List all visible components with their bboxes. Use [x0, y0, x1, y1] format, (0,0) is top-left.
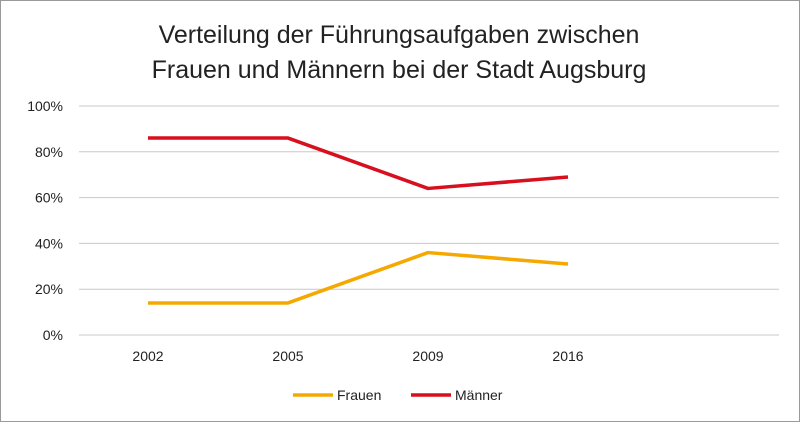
x-tick-label: 2009	[412, 348, 443, 364]
y-axis-ticks: 0% 20% 40% 60% 80% 100%	[27, 98, 63, 343]
x-tick-label: 2016	[552, 348, 583, 364]
y-tick-label: 40%	[35, 235, 63, 251]
x-axis-ticks: 2002 2005 2009 2016	[132, 348, 583, 364]
legend-label: Männer	[455, 387, 503, 403]
chart-title-line-2: Frauen und Männern bei der Stadt Augsbur…	[152, 56, 647, 84]
legend-label: Frauen	[337, 387, 381, 403]
y-tick-label: 80%	[35, 144, 63, 160]
y-tick-label: 60%	[35, 190, 63, 206]
series-line-frauen	[148, 253, 568, 303]
y-tick-label: 0%	[43, 327, 63, 343]
chart-title-line-1: Verteilung der Führungsaufgaben zwischen	[159, 21, 640, 49]
y-tick-label: 100%	[27, 98, 63, 114]
series-lines	[148, 138, 568, 303]
legend: Frauen Männer	[293, 387, 503, 403]
x-tick-label: 2005	[272, 348, 303, 364]
y-tick-label: 20%	[35, 281, 63, 297]
grid-lines	[79, 106, 779, 335]
series-line-männer	[148, 138, 568, 188]
x-tick-label: 2002	[132, 348, 163, 364]
